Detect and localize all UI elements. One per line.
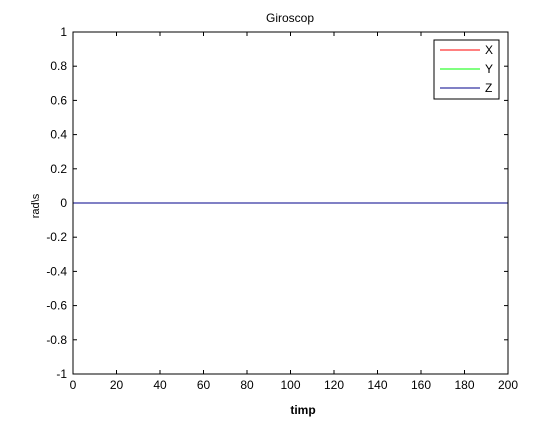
y-tick-label: -0.6 bbox=[46, 299, 67, 313]
y-tick-label: 0.8 bbox=[50, 59, 67, 73]
ticks-layer: 0 20 40 60 80 100 120 140 160 180 200 -1 -0.8 -0.6 -0.… bbox=[46, 25, 518, 392]
x-tick-label: 140 bbox=[367, 378, 387, 392]
x-tick-label: 20 bbox=[110, 378, 124, 392]
x-tick-label: 180 bbox=[454, 378, 474, 392]
x-tick-label: 100 bbox=[280, 378, 300, 392]
chart-title: Giroscop bbox=[266, 11, 314, 25]
plot-frame bbox=[72, 31, 509, 375]
y-tick-label: 0.6 bbox=[50, 93, 67, 107]
legend: XYZ bbox=[433, 39, 500, 100]
y-tick-label: -1 bbox=[56, 367, 67, 381]
x-axis-label: timp bbox=[290, 403, 315, 417]
x-tick-label: 160 bbox=[411, 378, 431, 392]
y-tick-label: -0.8 bbox=[46, 333, 67, 347]
legend-label-y: Y bbox=[485, 62, 493, 76]
y-tick-label: 0.4 bbox=[50, 128, 67, 142]
y-tick-label: -0.4 bbox=[46, 264, 67, 278]
legend-label-z: Z bbox=[485, 81, 492, 95]
x-tick-label: 80 bbox=[240, 378, 254, 392]
y-tick-label: 1 bbox=[60, 25, 67, 39]
y-tick-label: 0 bbox=[60, 196, 67, 210]
x-tick-label: 0 bbox=[70, 378, 77, 392]
x-tick-label: 60 bbox=[197, 378, 211, 392]
y-tick-label: 0.2 bbox=[50, 162, 67, 176]
x-tick-label: 40 bbox=[153, 378, 167, 392]
y-tick-label: -0.2 bbox=[46, 230, 67, 244]
x-tick-label: 120 bbox=[324, 378, 344, 392]
legend-label-x: X bbox=[485, 43, 493, 57]
x-tick-label: 200 bbox=[498, 378, 518, 392]
y-axis-label: rad\s bbox=[30, 193, 42, 218]
